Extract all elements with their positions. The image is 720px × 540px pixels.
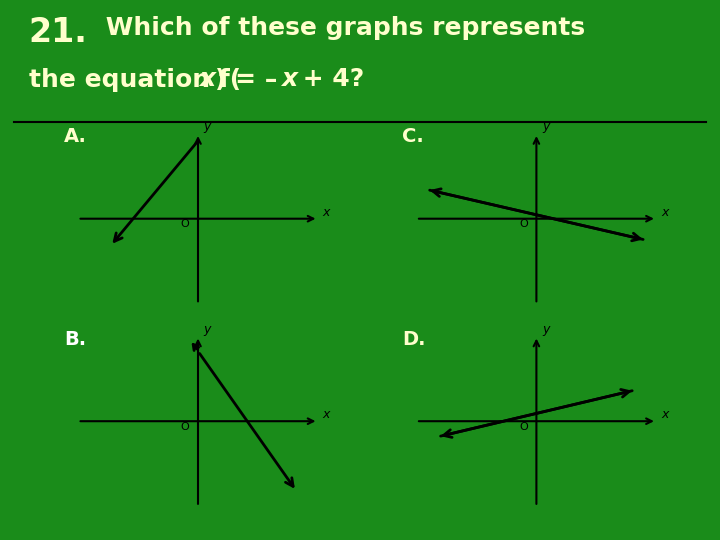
- Text: x: x: [323, 206, 330, 219]
- Text: O: O: [181, 422, 189, 432]
- Text: x: x: [661, 408, 669, 421]
- Text: x: x: [281, 68, 297, 91]
- Text: x: x: [323, 408, 330, 421]
- Text: + 4?: + 4?: [294, 68, 364, 91]
- Text: y: y: [542, 322, 549, 335]
- Text: the equation f(: the equation f(: [29, 68, 241, 91]
- Text: x: x: [199, 68, 215, 91]
- Text: D.: D.: [402, 330, 426, 349]
- Text: O: O: [519, 422, 528, 432]
- Text: O: O: [181, 219, 189, 230]
- Text: B.: B.: [64, 330, 86, 349]
- Text: O: O: [519, 219, 528, 230]
- Text: A.: A.: [64, 127, 87, 146]
- Text: y: y: [204, 120, 211, 133]
- Text: C.: C.: [402, 127, 424, 146]
- Text: Which of these graphs represents: Which of these graphs represents: [97, 16, 585, 40]
- Text: x: x: [661, 206, 669, 219]
- Text: ) = –: ) = –: [215, 68, 277, 91]
- Text: y: y: [542, 120, 549, 133]
- Text: 21.: 21.: [29, 16, 88, 49]
- Text: y: y: [204, 322, 211, 335]
